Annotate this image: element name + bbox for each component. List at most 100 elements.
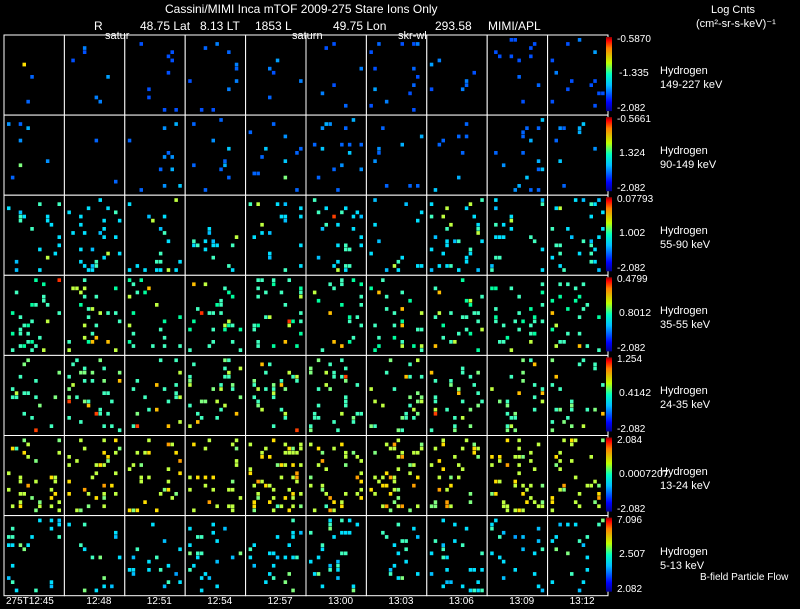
count-pixel — [234, 463, 239, 467]
count-pixel — [98, 99, 102, 104]
count-pixel — [170, 155, 174, 159]
count-pixel — [494, 255, 498, 260]
count-pixel — [320, 227, 325, 231]
count-pixel — [529, 188, 533, 192]
count-pixel — [38, 202, 42, 206]
count-pixel — [449, 340, 453, 344]
count-pixel — [585, 555, 590, 560]
count-pixel — [509, 286, 514, 291]
count-pixel — [501, 323, 506, 328]
count-pixel — [256, 286, 260, 291]
time-tick-label: 275T12:45 — [6, 596, 54, 607]
time-tick-label: 12:54 — [207, 596, 233, 607]
count-pixel — [457, 331, 461, 336]
image-cell — [124, 274, 186, 356]
count-pixel — [57, 535, 61, 539]
count-pixel — [340, 442, 344, 447]
count-pixel — [230, 294, 235, 299]
count-pixel — [178, 420, 182, 424]
count-pixel — [252, 171, 256, 176]
count-pixel — [573, 286, 578, 291]
count-pixel — [42, 282, 46, 287]
count-pixel — [174, 198, 178, 202]
count-pixel — [536, 167, 541, 172]
count-pixel — [166, 151, 171, 155]
count-pixel — [532, 572, 537, 576]
count-pixel — [106, 459, 110, 463]
count-pixel — [388, 568, 393, 572]
count-pixel — [472, 568, 476, 572]
count-pixel — [332, 264, 336, 268]
count-pixel — [102, 424, 106, 428]
count-pixel — [408, 362, 412, 367]
count-pixel — [174, 395, 178, 400]
count-pixel — [355, 411, 360, 416]
count-pixel — [106, 206, 110, 211]
count-pixel — [332, 340, 336, 344]
count-pixel — [344, 395, 348, 400]
count-pixel — [131, 282, 136, 287]
count-pixel — [279, 475, 284, 480]
count-pixel — [532, 239, 537, 244]
colorbar-min-label: -2.082 — [617, 343, 646, 355]
count-pixel — [328, 518, 332, 523]
count-pixel — [509, 218, 514, 223]
count-pixel — [18, 315, 23, 319]
count-pixel — [219, 383, 223, 387]
count-pixel — [283, 411, 288, 416]
count-pixel — [174, 268, 178, 272]
count-pixel — [392, 543, 397, 547]
count-pixel — [283, 580, 288, 584]
count-pixel — [593, 50, 597, 54]
count-pixel — [98, 407, 102, 412]
count-pixel — [102, 576, 106, 580]
count-pixel — [344, 206, 348, 211]
count-pixel — [429, 572, 434, 576]
count-pixel — [227, 319, 231, 324]
count-pixel — [162, 231, 167, 235]
count-pixel — [517, 311, 521, 315]
count-pixel — [188, 424, 192, 428]
count-pixel — [82, 446, 87, 451]
count-pixel — [408, 374, 412, 379]
count-pixel — [230, 442, 235, 447]
count-pixel — [540, 391, 545, 395]
count-pixel — [449, 311, 453, 315]
count-pixel — [509, 374, 514, 379]
count-pixel — [501, 559, 506, 564]
image-cell — [184, 274, 247, 356]
image-cell — [63, 34, 126, 116]
count-pixel — [464, 315, 469, 319]
count-pixel — [79, 222, 83, 227]
count-pixel — [287, 319, 291, 324]
count-pixel — [521, 370, 525, 375]
count-pixel — [219, 298, 223, 303]
count-pixel — [287, 543, 291, 547]
count-pixel — [529, 235, 533, 239]
count-pixel — [127, 202, 132, 206]
count-pixel — [215, 399, 219, 404]
count-pixel — [162, 319, 167, 324]
count-pixel — [441, 438, 445, 443]
count-pixel — [593, 79, 597, 83]
count-pixel — [540, 247, 545, 252]
count-pixel — [554, 547, 558, 552]
count-pixel — [400, 504, 404, 509]
count-pixel — [256, 403, 260, 408]
count-pixel — [597, 198, 601, 202]
count-pixel — [57, 508, 61, 513]
count-pixel — [540, 118, 545, 122]
image-cell — [245, 274, 307, 356]
count-pixel — [351, 214, 356, 219]
count-pixel — [211, 340, 215, 344]
count-pixel — [82, 264, 87, 268]
count-pixel — [554, 463, 558, 467]
count-pixel — [525, 500, 529, 504]
count-pixel — [577, 126, 582, 130]
count-pixel — [252, 379, 256, 383]
count-pixel — [127, 294, 132, 299]
count-pixel — [316, 446, 321, 451]
count-pixel — [540, 483, 545, 488]
count-pixel — [283, 555, 288, 560]
count-pixel — [433, 188, 438, 192]
